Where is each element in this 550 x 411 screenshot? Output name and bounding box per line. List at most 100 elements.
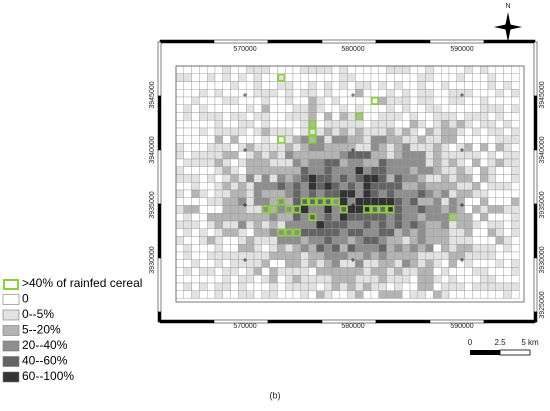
- cell: [222, 166, 231, 175]
- cell: [230, 104, 239, 113]
- cell: [378, 197, 387, 206]
- grid-cells: [175, 65, 520, 299]
- cell: [409, 65, 419, 74]
- cell: [425, 244, 434, 253]
- cell: [300, 189, 309, 198]
- cell: [441, 228, 450, 237]
- cell: [324, 182, 333, 191]
- cell: [331, 282, 341, 291]
- cell: [347, 166, 356, 175]
- cell: [324, 244, 333, 253]
- cell: [378, 228, 387, 237]
- cell: [464, 236, 473, 245]
- cell: [456, 205, 465, 214]
- cell: [456, 197, 465, 206]
- cell: [269, 213, 278, 222]
- cell: [261, 135, 270, 144]
- cell: [386, 89, 395, 98]
- cell: [417, 127, 426, 136]
- cell: [183, 228, 192, 237]
- cell: [269, 96, 278, 105]
- cell: [206, 244, 216, 253]
- cell: [206, 96, 216, 105]
- cell: [308, 151, 317, 160]
- cell: [183, 81, 192, 90]
- cell: [175, 127, 185, 136]
- cell: [339, 158, 348, 167]
- cell: [222, 213, 231, 222]
- cell: [199, 166, 208, 175]
- cell: [285, 104, 294, 113]
- cell: [464, 197, 473, 206]
- cell: [269, 275, 278, 284]
- cell: [230, 244, 239, 253]
- y-label: 3930000: [539, 246, 546, 273]
- cell: [191, 158, 200, 167]
- cell: [441, 282, 450, 291]
- cell: [339, 89, 348, 98]
- cell: [464, 251, 473, 260]
- cell: [214, 290, 224, 299]
- cell: [433, 197, 442, 206]
- cell: [409, 135, 419, 144]
- cell: [199, 236, 208, 245]
- cell: [308, 189, 317, 198]
- cell: [175, 174, 185, 183]
- cell: [433, 251, 442, 260]
- cell: [503, 282, 512, 291]
- cell: [308, 290, 317, 299]
- cell: [222, 135, 231, 144]
- cell: [238, 166, 247, 175]
- cell: [261, 236, 270, 245]
- cell: [230, 267, 239, 276]
- cell: [214, 267, 224, 276]
- legend-swatch: [2, 309, 20, 321]
- cell: [433, 267, 442, 276]
- cell: [261, 104, 270, 113]
- cell: [417, 236, 426, 245]
- cell: [261, 143, 270, 152]
- cell: [183, 143, 192, 152]
- cell: [425, 275, 434, 284]
- cell: [269, 143, 278, 152]
- cell: [199, 120, 208, 129]
- cell: [417, 112, 426, 121]
- cell: [214, 143, 224, 152]
- cell: [245, 275, 255, 284]
- cell: [363, 127, 372, 136]
- cell: [183, 135, 192, 144]
- cell: [464, 282, 473, 291]
- cell: [292, 135, 302, 144]
- cell: [487, 290, 497, 299]
- cell: [378, 112, 387, 121]
- cell: [316, 96, 325, 105]
- cell: [253, 89, 263, 98]
- cell: [503, 174, 512, 183]
- cell: [495, 158, 504, 167]
- cell: [386, 251, 395, 260]
- cell: [495, 275, 504, 284]
- cell: [402, 236, 411, 245]
- cell: [300, 151, 309, 160]
- cell: [511, 282, 520, 291]
- cell: [363, 96, 372, 105]
- cell: [261, 275, 270, 284]
- cell: [347, 213, 356, 222]
- legend-swatch: [2, 294, 20, 305]
- highlight-cell: [285, 228, 293, 237]
- cell: [308, 96, 317, 105]
- cell: [448, 259, 458, 268]
- cell: [480, 89, 489, 98]
- cell: [253, 65, 263, 74]
- cell: [402, 73, 411, 82]
- highlight-cell: [331, 197, 340, 206]
- cell: [456, 275, 465, 284]
- cell: [448, 120, 458, 129]
- cell: [394, 81, 403, 90]
- cell: [441, 135, 450, 144]
- cell: [402, 96, 411, 105]
- cell: [433, 89, 442, 98]
- cell: [425, 236, 434, 245]
- cell: [245, 189, 255, 198]
- cell: [285, 112, 294, 121]
